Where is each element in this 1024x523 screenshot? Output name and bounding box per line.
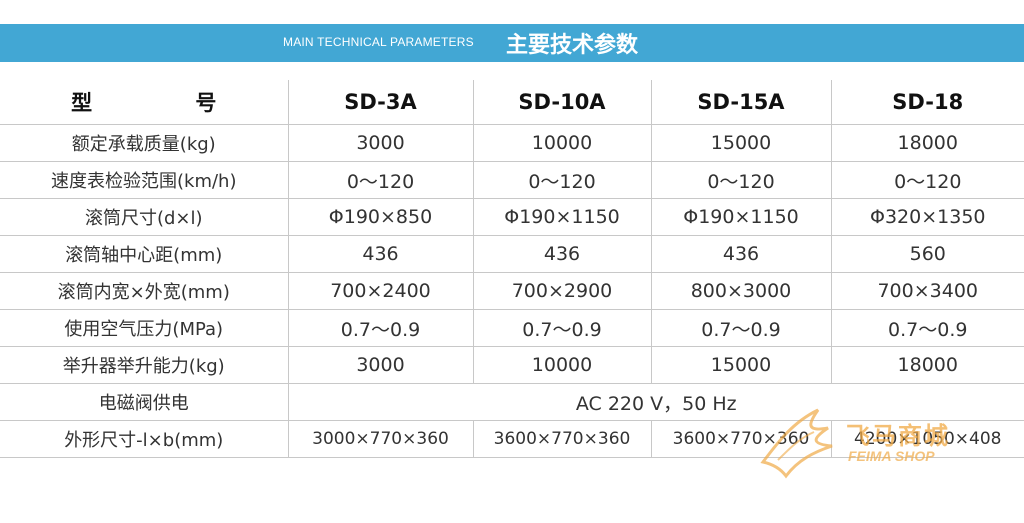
header-model: SD-15A: [651, 80, 832, 125]
cell-value: 15000: [651, 124, 832, 162]
cell-value: 18000: [831, 124, 1024, 162]
row-label: 滚筒内宽×外宽(mm): [0, 272, 289, 310]
banner-title-en: MAIN TECHNICAL PARAMETERS: [283, 35, 474, 49]
row-label: 举升器举升能力(kg): [0, 346, 289, 384]
cell-value: Φ190×850: [288, 198, 474, 236]
cell-value: 700×2400: [288, 272, 474, 310]
row-label: 电磁阀供电: [0, 383, 289, 421]
cell-value: 18000: [831, 346, 1024, 384]
cell-value: 3000: [288, 346, 474, 384]
table-row: 滚筒轴中心距(mm) 436 436 436 560: [0, 235, 1024, 273]
table-row: 速度表检验范围(km/h) 0～120 0～120 0～120 0～120: [0, 161, 1024, 199]
cell-value: 0.7～0.9: [473, 309, 652, 347]
cell-value: 0～120: [651, 161, 832, 199]
cell-value: 436: [473, 235, 652, 273]
table-row: 举升器举升能力(kg) 3000 10000 15000 18000: [0, 346, 1024, 384]
cell-value: 3600×770×360: [651, 420, 832, 458]
spec-table: 型 号 SD-3A SD-10A SD-15A SD-18 额定承载质量(kg)…: [0, 80, 1024, 458]
table-row: 滚筒尺寸(d×l) Φ190×850 Φ190×1150 Φ190×1150 Φ…: [0, 198, 1024, 236]
header-model-label: 型 号: [0, 80, 289, 125]
row-label: 滚筒轴中心距(mm): [0, 235, 289, 273]
cell-value: 436: [651, 235, 832, 273]
cell-value: 0.7～0.9: [651, 309, 832, 347]
cell-value: 3600×770×360: [473, 420, 652, 458]
header-model: SD-18: [831, 80, 1024, 125]
banner-title-zh: 主要技术参数: [506, 33, 639, 58]
cell-value: Φ190×1150: [651, 198, 832, 236]
table-row-power: 电磁阀供电 AC 220 V，50 Hz: [0, 383, 1024, 421]
cell-value: 0～120: [831, 161, 1024, 199]
table-row: 使用空气压力(MPa) 0.7～0.9 0.7～0.9 0.7～0.9 0.7～…: [0, 309, 1024, 347]
cell-value: 3000: [288, 124, 474, 162]
cell-value: 0.7～0.9: [288, 309, 474, 347]
cell-value: Φ190×1150: [473, 198, 652, 236]
row-label: 使用空气压力(MPa): [0, 309, 289, 347]
cell-value: 0～120: [473, 161, 652, 199]
table-row: 滚筒内宽×外宽(mm) 700×2400 700×2900 800×3000 7…: [0, 272, 1024, 310]
cell-value: 3000×770×360: [288, 420, 474, 458]
cell-value: 436: [288, 235, 474, 273]
power-supply-value: AC 220 V，50 Hz: [288, 383, 1024, 421]
cell-value: 4200×1050×408: [831, 420, 1024, 458]
table-row-dimensions: 外形尺寸-l×b(mm) 3000×770×360 3600×770×360 3…: [0, 420, 1024, 458]
cell-value: 700×3400: [831, 272, 1024, 310]
header-model: SD-10A: [473, 80, 652, 125]
cell-value: 700×2900: [473, 272, 652, 310]
cell-value: 0～120: [288, 161, 474, 199]
cell-value: 560: [831, 235, 1024, 273]
table-row: 额定承载质量(kg) 3000 10000 15000 18000: [0, 124, 1024, 162]
row-label: 外形尺寸-l×b(mm): [0, 420, 289, 458]
cell-value: 15000: [651, 346, 832, 384]
cell-value: 10000: [473, 346, 652, 384]
row-label: 额定承载质量(kg): [0, 124, 289, 162]
cell-value: 800×3000: [651, 272, 832, 310]
header-banner: MAIN TECHNICAL PARAMETERS 主要技术参数: [0, 24, 1024, 62]
cell-value: 10000: [473, 124, 652, 162]
row-label: 速度表检验范围(km/h): [0, 161, 289, 199]
row-label: 滚筒尺寸(d×l): [0, 198, 289, 236]
header-model: SD-3A: [288, 80, 474, 125]
table-header-row: 型 号 SD-3A SD-10A SD-15A SD-18: [0, 80, 1024, 125]
cell-value: 0.7～0.9: [831, 309, 1024, 347]
cell-value: Φ320×1350: [831, 198, 1024, 236]
